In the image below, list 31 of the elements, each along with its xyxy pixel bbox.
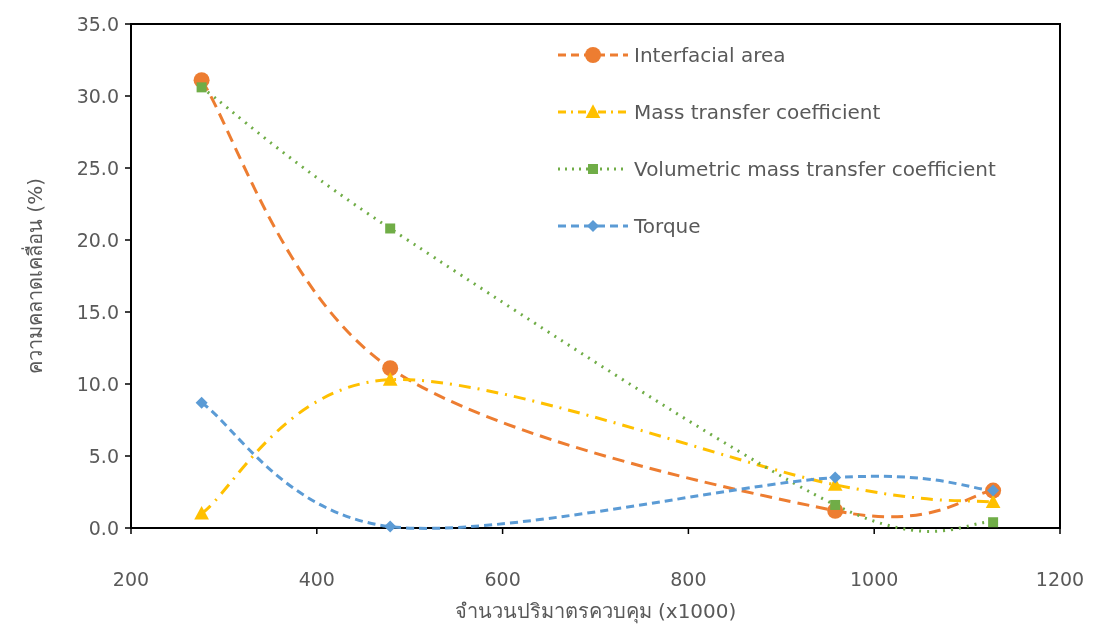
point (194, 505, 209, 520)
point (196, 82, 207, 93)
point (384, 520, 397, 533)
point (385, 223, 396, 234)
x-tick-label: 400 (298, 568, 335, 590)
y-axis-title: ความคลาดเคลื่อน (%) (21, 178, 47, 374)
y-tick-label: 15.0 (76, 301, 119, 323)
x-tick-label: 600 (484, 568, 521, 590)
x-tick-label: 800 (670, 568, 707, 590)
legend-label: Volumetric mass transfer coefficient (634, 157, 997, 181)
y-tick-label: 35.0 (76, 13, 119, 35)
x-axis-title: จำนวนปริมาตรควบคุม (x1000) (454, 599, 737, 624)
point (829, 471, 842, 484)
legend-label: Mass transfer coefficient (634, 100, 881, 124)
y-tick-label: 30.0 (76, 85, 119, 107)
legend-label: Interfacial area (634, 43, 786, 67)
point (988, 517, 999, 528)
y-tick-label: 5.0 (88, 445, 119, 467)
x-tick-label: 1000 (850, 568, 899, 590)
y-tick-label: 25.0 (76, 157, 119, 179)
point (382, 360, 399, 377)
point (830, 499, 841, 510)
x-tick-label: 200 (112, 568, 150, 590)
legend-label: Torque (633, 214, 701, 238)
y-tick-label: 0.0 (88, 517, 119, 539)
point (382, 371, 398, 386)
x-tick-label: 1200 (1035, 568, 1085, 590)
y-tick-label: 10.0 (76, 373, 119, 395)
point (985, 494, 1001, 509)
y-tick-label: 20.0 (76, 229, 119, 251)
point (195, 396, 208, 409)
